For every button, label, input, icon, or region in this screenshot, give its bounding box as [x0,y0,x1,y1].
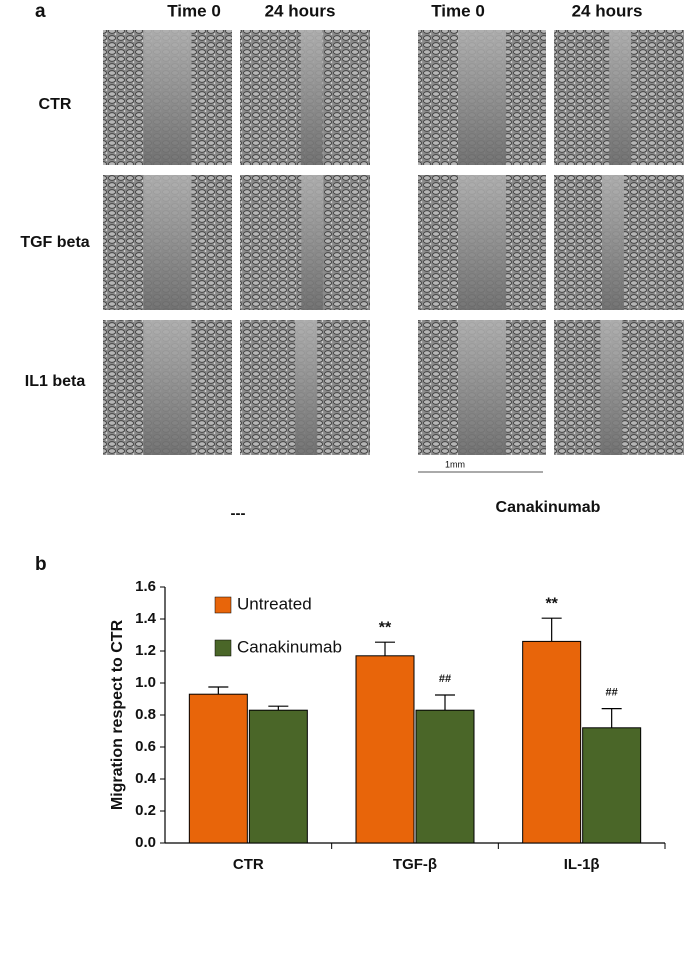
column-header: Time 0 [167,1,221,20]
legend-label: Canakinumab [237,637,342,656]
group-label: Canakinumab [496,499,601,516]
column-header: Time 0 [431,1,485,20]
micrographs [103,30,684,455]
wound-gap [600,320,623,455]
wound-gap [143,320,192,455]
y-tick-label: 0.6 [135,738,156,755]
micrograph [240,30,370,165]
error-bar [208,686,229,695]
bar [582,727,642,844]
significance-marker: ## [606,687,618,699]
y-tick-label: 0.0 [135,834,156,851]
bar-chart: 0.0 0.2 0.4 0.6 0.8 1.0 1.2 1.4 1.6 CTR TGF-β ** ## I… [135,578,666,873]
y-axis-label: Migration respect to CTR [109,619,126,810]
legend-label: Untreated [237,594,312,613]
y-tick-label: 0.2 [135,802,156,819]
x-tick-label: CTR [233,856,264,873]
panel-label: b [35,554,47,575]
micrograph [418,320,546,455]
wound-gap [143,30,192,165]
micrograph [418,175,546,310]
micrograph [554,175,684,310]
y-tick-label: 1.4 [135,610,157,627]
y-tick-label: 1.2 [135,642,156,659]
wound-gap [458,30,506,165]
bar [248,709,308,844]
legend-swatch [214,639,232,657]
y-tick-label: 0.8 [135,706,156,723]
bar [522,640,582,844]
micrograph [240,320,370,455]
wound-gap [295,320,318,455]
column-header: 24 hours [265,1,336,20]
error-bar [601,708,622,728]
bar [188,693,248,844]
y-tick-label: 0.4 [135,770,157,787]
wound-gap [143,175,192,310]
panel-label: a [35,1,46,22]
wound-gap [609,30,632,165]
error-bar [541,617,562,642]
micrograph [240,175,370,310]
y-tick-label: 1.0 [135,674,156,691]
column-header: 24 hours [572,1,643,20]
micrograph [103,320,232,455]
row-label: CTR [39,96,72,113]
scale-bar-label: 1mm [445,459,465,469]
micrograph [554,30,684,165]
micrograph [554,320,684,455]
significance-marker: ** [545,595,558,612]
wound-gap [458,175,506,310]
x-tick-label: IL-1β [564,856,600,873]
micrograph [103,175,232,310]
row-label: TGF beta [20,234,89,251]
wound-gap [458,320,506,455]
micrograph [418,30,546,165]
y-tick-label: 1.6 [135,578,156,595]
micrograph [103,30,232,165]
bar [415,709,475,844]
error-bar [375,641,395,656]
x-tick-label: TGF-β [393,856,437,873]
group-label: --- [231,505,246,522]
error-bar [435,694,455,711]
legend-swatch [214,596,232,614]
significance-marker: ** [379,619,392,636]
wound-gap [300,30,323,165]
wound-gap [601,175,624,310]
significance-marker: ## [439,673,451,685]
wound-gap [301,175,324,310]
row-label: IL1 beta [25,373,86,390]
bar [355,655,415,844]
error-bar [268,705,289,711]
